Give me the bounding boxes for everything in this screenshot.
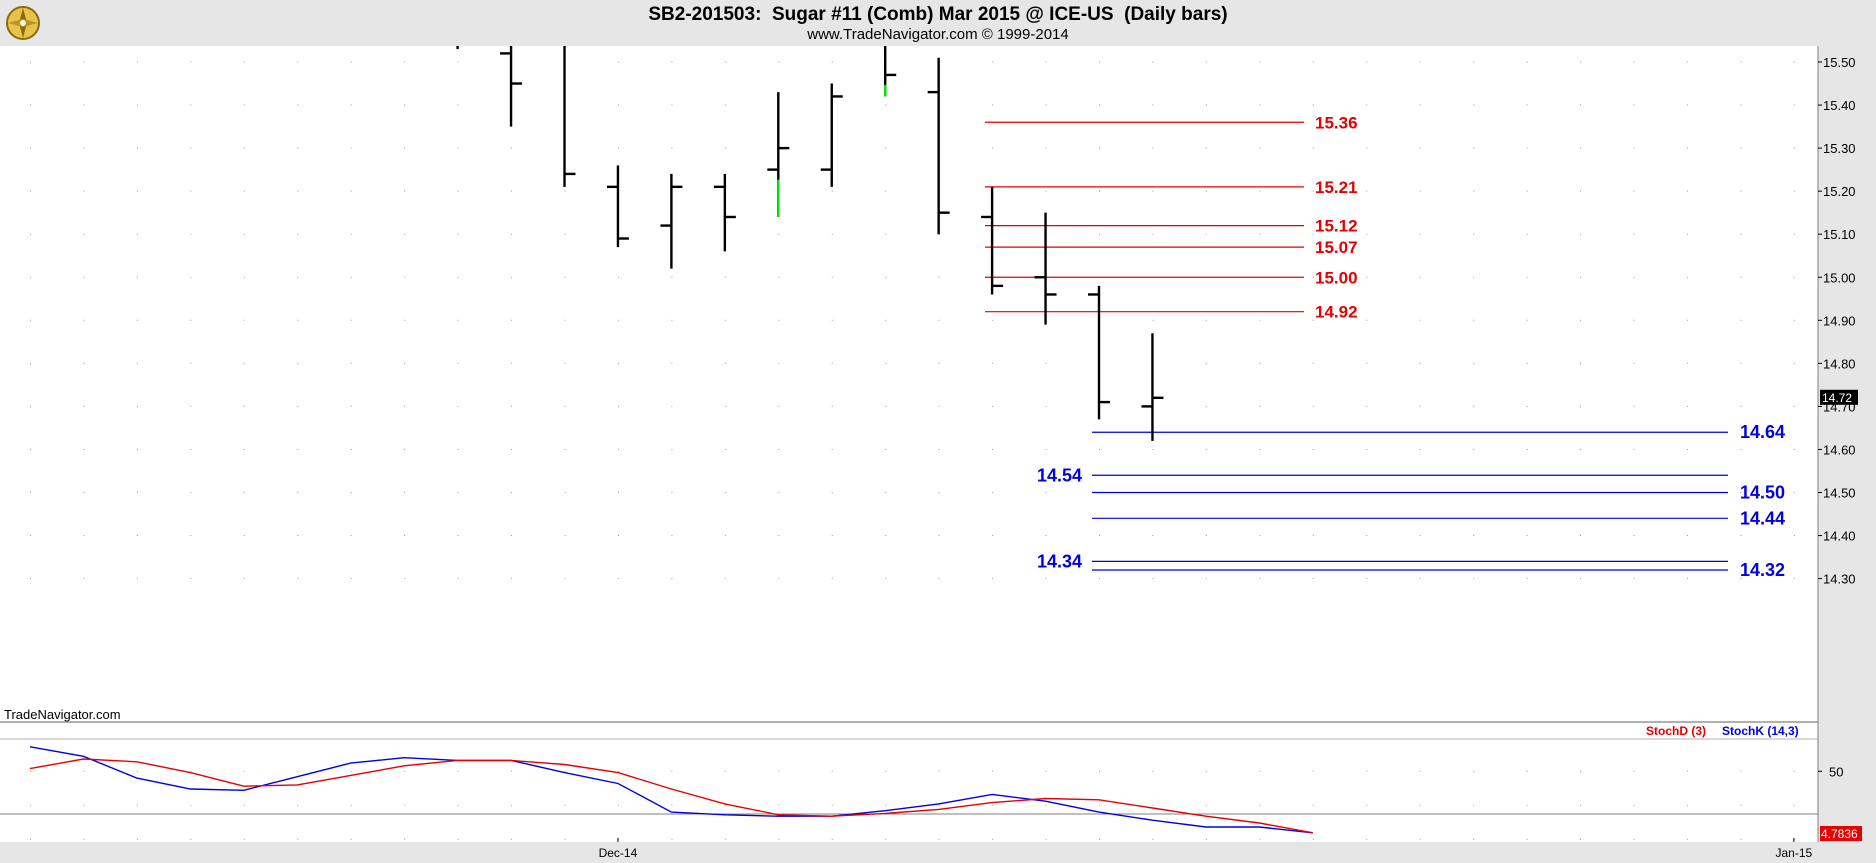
support-label: 14.54	[1037, 465, 1082, 485]
price-panel-background	[0, 46, 1818, 722]
time-axis-label: Dec-14	[599, 846, 638, 860]
time-axis-label: Jan-15	[1775, 846, 1812, 860]
support-label: 14.32	[1740, 560, 1785, 580]
resistance-label: 15.21	[1315, 178, 1358, 197]
resistance-label: 14.92	[1315, 303, 1358, 322]
chart-title: SB2-201503: Sugar #11 (Comb) Mar 2015 @ …	[648, 4, 1228, 25]
ohlc-bar	[884, 46, 897, 97]
ohlc-bar	[563, 46, 576, 187]
indicator-panel-background	[0, 740, 1818, 842]
indicator-grid-dots	[30, 770, 1795, 840]
support-resistance-levels: 15.36 15.21 15.12 15.07 15.00 14.92 14.64 14.54…	[985, 113, 1785, 580]
ohlc-bar	[820, 83, 843, 187]
support-label: 14.44	[1740, 508, 1785, 528]
indicator-legend: StochD (3) StochK (14,3)	[1646, 724, 1799, 738]
resistance-label: 15.36	[1315, 113, 1358, 132]
last-price-label: 14.72	[1822, 391, 1852, 405]
price-axis-label: 15.20	[1823, 184, 1856, 199]
last-price-marker: 14.72	[1820, 389, 1858, 405]
support-label: 14.34	[1037, 551, 1082, 571]
legend-stoch-k: StochK (14,3)	[1722, 724, 1799, 738]
support-label: 14.50	[1740, 483, 1785, 503]
series-line-stoch-k	[29, 746, 1313, 834]
last-indicator-marker: 4.7836	[1820, 826, 1862, 841]
ohlc-bar	[981, 186, 1004, 295]
indicator-axis-ticks: 50	[1818, 764, 1843, 779]
ohlc-bar	[500, 46, 523, 127]
price-axis-label: 15.40	[1823, 98, 1856, 113]
indicator-legend-strip	[0, 722, 1818, 740]
series-line-stoch-d	[29, 758, 1313, 834]
last-indicator-label: 4.7836	[1821, 827, 1858, 841]
indicator-grid	[0, 770, 1818, 840]
price-axis-ticks: 15.50 15.40 15.30 15.20 15.10 15.00 14.90 14.80…	[1818, 55, 1856, 587]
ohlc-bar	[1034, 212, 1057, 325]
resistance-label: 15.12	[1315, 217, 1358, 236]
time-axis-ticks: Dec-14 Jan-15	[599, 838, 1813, 860]
price-axis-label: 15.50	[1823, 55, 1856, 70]
copyright-line: www.TradeNavigator.com © 1999-2014	[807, 26, 1069, 43]
ohlc-bar	[1141, 333, 1164, 441]
price-axis-label: 14.40	[1823, 529, 1856, 544]
ohlc-bar	[927, 57, 950, 235]
price-axis-label: 14.50	[1823, 486, 1856, 501]
ohlc-bar	[767, 92, 790, 217]
ohlc-bar	[660, 173, 683, 269]
resistance-label: 15.07	[1315, 238, 1358, 257]
trade-navigator-logo-icon	[6, 6, 40, 40]
watermark: TradeNavigator.com	[4, 707, 121, 722]
ohlc-bar	[713, 173, 736, 252]
price-axis-label: 14.90	[1823, 313, 1856, 328]
resistance-label: 15.00	[1315, 268, 1358, 287]
price-axis-label: 14.80	[1823, 356, 1856, 371]
price-axis-label: 15.30	[1823, 141, 1856, 156]
ohlc-bar	[1088, 285, 1110, 420]
legend-stoch-d: StochD (3)	[1646, 724, 1706, 738]
price-axis-label: 15.00	[1823, 270, 1856, 285]
price-axis-label: 14.60	[1823, 442, 1856, 457]
chart-header: SB2-201503: Sugar #11 (Comb) Mar 2015 @ …	[0, 0, 1876, 46]
indicator-axis-label: 50	[1829, 764, 1843, 779]
price-bars	[456, 46, 1164, 441]
support-label: 14.64	[1740, 422, 1785, 442]
stochastic-lines	[29, 746, 1313, 834]
price-axis-label: 15.10	[1823, 227, 1856, 242]
price-axis-label: 14.30	[1823, 572, 1856, 587]
ohlc-bar	[606, 165, 629, 248]
